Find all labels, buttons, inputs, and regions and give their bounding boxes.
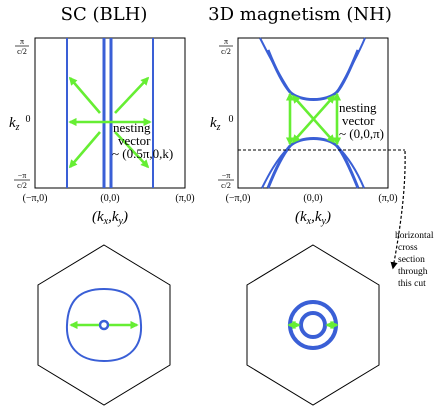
right-fs-left-upper [259, 37, 291, 93]
right-hexagon [246, 244, 380, 406]
left-pi-num: π [20, 37, 24, 46]
right-negpi-den: c/2 [221, 181, 231, 190]
left-arrow-up-right [114, 76, 150, 114]
left-nesting-label-3: ~ (0.5π,0,k) [112, 146, 173, 161]
right-cross-section [246, 244, 380, 406]
right-pi-num: π [224, 37, 228, 46]
left-kz-panel: π c/2 0 −π c/2 kz (−π,0) (0,0) (π,0) (kx… [9, 37, 195, 227]
right-hex-inner-fs [299, 311, 327, 339]
left-pi-den: c/2 [17, 47, 27, 56]
left-xtick-zero: (0,0) [100, 193, 119, 204]
cross-section-arrow [390, 150, 406, 270]
right-fs-top [266, 49, 360, 101]
cross-section-label-2: cross [398, 243, 418, 253]
left-nesting-label-1: nesting [113, 120, 151, 135]
left-arrow-up-left [68, 76, 101, 114]
left-kz-label: kz [9, 115, 20, 133]
right-xtick-pi: (π,0) [378, 193, 397, 204]
right-nesting-label-2: vector [342, 113, 375, 128]
right-negpi-num: −π [222, 171, 231, 180]
left-hex-outer-fs [65, 287, 143, 363]
left-hexagon [37, 244, 171, 406]
right-fs-right-upper [336, 37, 366, 93]
right-xtick-zero: (0,0) [303, 193, 322, 204]
left-arrow-down-right [114, 131, 150, 169]
right-panel-frame [237, 37, 389, 189]
left-hex-inner-fs [98, 319, 110, 331]
right-panel-title: 3D magnetism (NH) [208, 4, 392, 25]
right-nesting-label-3: ~ (0,0,π) [339, 126, 384, 141]
cross-section-label-4: through [398, 267, 428, 277]
right-nesting-label-1: nesting [339, 100, 377, 115]
right-fs-left-lower [261, 145, 291, 189]
left-arrow-down-left [68, 131, 101, 169]
left-nesting-label-2: vector [118, 133, 151, 148]
right-kz-label: kz [210, 115, 221, 133]
right-pi-den: c/2 [221, 47, 231, 56]
right-arrow-diagonal-up [291, 94, 336, 144]
right-xtick-negpi: (−π,0) [226, 193, 251, 204]
right-kz-panel: π c/2 0 −π c/2 kz (−π,0) (0,0) (π,0) (kx… [210, 37, 405, 227]
right-zero-tick: 0 [229, 114, 234, 125]
left-zero-tick: 0 [26, 114, 31, 125]
right-x-label: (kx,ky) [295, 209, 331, 227]
left-xtick-negpi: (−π,0) [23, 193, 48, 204]
right-fs-bottom [266, 137, 360, 189]
left-negpi-num: −π [18, 171, 27, 180]
left-negpi-den: c/2 [17, 181, 27, 190]
left-xtick-pi: (π,0) [175, 193, 194, 204]
left-x-label: (kx,ky) [92, 209, 128, 227]
left-cross-section [37, 244, 171, 406]
cross-section-label-5: this cut [398, 279, 426, 289]
cross-section-label-3: section [398, 255, 425, 265]
cross-section-label-1: horizontal [395, 231, 434, 241]
left-panel-title: SC (BLH) [61, 4, 148, 25]
